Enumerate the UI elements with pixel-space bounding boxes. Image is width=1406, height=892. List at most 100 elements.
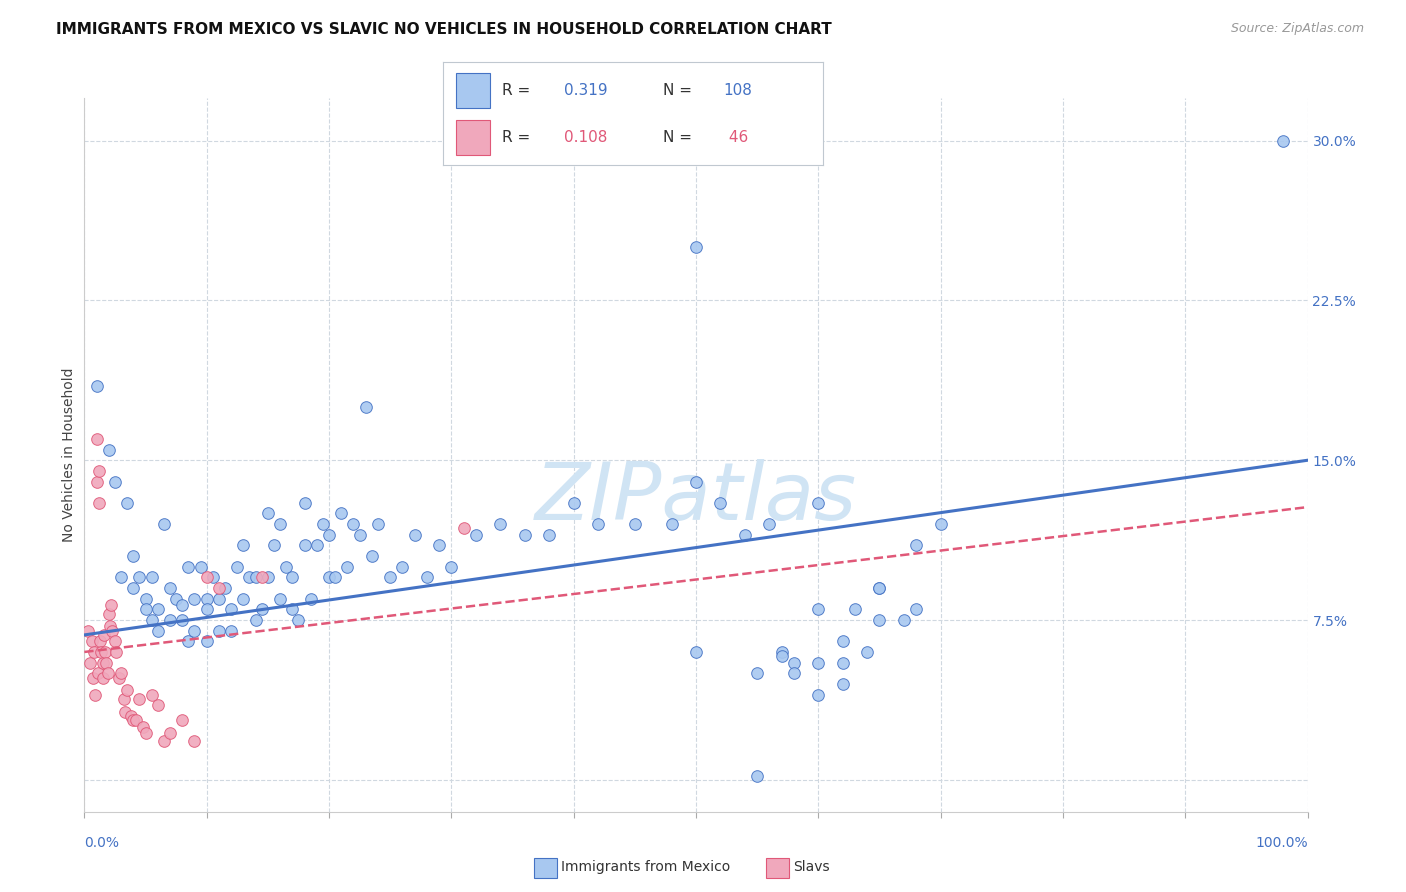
Point <box>91 671 114 685</box>
Point <box>86 475 108 489</box>
Point <box>98 619 121 633</box>
Point <box>112 691 135 706</box>
Bar <box>456 120 491 155</box>
Text: 46: 46 <box>724 130 748 145</box>
Point <box>624 517 647 532</box>
Point <box>104 475 127 489</box>
Point <box>87 464 110 478</box>
Text: ZIPatlas: ZIPatlas <box>534 458 858 537</box>
Point <box>238 570 260 584</box>
Point <box>513 528 536 542</box>
Point <box>82 671 104 685</box>
Point <box>747 666 769 681</box>
Point <box>101 624 124 638</box>
Point <box>226 559 249 574</box>
Point <box>305 538 328 552</box>
Point <box>685 645 707 659</box>
Point <box>190 559 212 574</box>
Point <box>177 634 200 648</box>
Point <box>250 570 273 584</box>
Point <box>367 517 389 532</box>
Point <box>219 624 242 638</box>
Point <box>747 768 769 782</box>
Point <box>135 726 157 740</box>
Point <box>869 613 891 627</box>
Point <box>562 496 585 510</box>
Text: 100.0%: 100.0% <box>1256 836 1308 850</box>
Point <box>245 613 267 627</box>
Point <box>177 559 200 574</box>
Y-axis label: No Vehicles in Household: No Vehicles in Household <box>62 368 76 542</box>
Point <box>416 570 439 584</box>
Point <box>709 496 731 510</box>
Text: 108: 108 <box>724 83 752 97</box>
Point <box>330 507 353 521</box>
Point <box>440 559 463 574</box>
Point <box>208 624 231 638</box>
Point <box>183 734 205 748</box>
Point <box>208 591 231 606</box>
Point <box>404 528 426 542</box>
Point <box>110 666 132 681</box>
Point <box>844 602 866 616</box>
Point <box>538 528 561 542</box>
Point <box>770 645 793 659</box>
Point <box>783 656 806 670</box>
Point <box>104 634 127 648</box>
Point <box>318 528 340 542</box>
Point <box>79 656 101 670</box>
Text: N =: N = <box>664 130 692 145</box>
Text: IMMIGRANTS FROM MEXICO VS SLAVIC NO VEHICLES IN HOUSEHOLD CORRELATION CHART: IMMIGRANTS FROM MEXICO VS SLAVIC NO VEHI… <box>56 22 832 37</box>
Point <box>183 591 205 606</box>
Point <box>269 517 291 532</box>
Text: Immigrants from Mexico: Immigrants from Mexico <box>561 860 730 874</box>
Point <box>93 628 115 642</box>
Point <box>281 602 304 616</box>
Point <box>831 656 853 670</box>
Point <box>135 602 157 616</box>
Point <box>87 496 110 510</box>
Point <box>107 671 129 685</box>
Point <box>869 581 891 595</box>
Text: 0.319: 0.319 <box>564 83 607 97</box>
Point <box>232 538 254 552</box>
Point <box>893 613 915 627</box>
Point <box>80 634 103 648</box>
Point <box>132 719 155 733</box>
Text: N =: N = <box>664 83 692 97</box>
Point <box>97 607 120 621</box>
Point <box>146 698 169 713</box>
Point <box>294 538 316 552</box>
Point <box>232 591 254 606</box>
Point <box>360 549 382 563</box>
Point <box>115 683 138 698</box>
Point <box>105 645 128 659</box>
Point <box>929 517 952 532</box>
Text: R =: R = <box>502 83 530 97</box>
Point <box>84 688 107 702</box>
Point <box>89 634 111 648</box>
Point <box>807 656 830 670</box>
Point <box>183 624 205 638</box>
Text: Slavs: Slavs <box>793 860 830 874</box>
Point <box>299 591 322 606</box>
Point <box>349 528 371 542</box>
Text: 0.0%: 0.0% <box>84 836 120 850</box>
Point <box>125 713 148 727</box>
Point <box>257 507 280 521</box>
Point <box>115 496 138 510</box>
Point <box>661 517 683 532</box>
Point <box>141 570 163 584</box>
Point <box>464 528 486 542</box>
Point <box>245 570 267 584</box>
Point <box>153 734 176 748</box>
Point <box>685 240 707 254</box>
Point <box>159 613 181 627</box>
Point <box>122 549 145 563</box>
Point <box>856 645 879 659</box>
Point <box>586 517 609 532</box>
Point <box>453 521 475 535</box>
Point <box>159 726 181 740</box>
Point <box>122 713 145 727</box>
Point <box>342 517 364 532</box>
